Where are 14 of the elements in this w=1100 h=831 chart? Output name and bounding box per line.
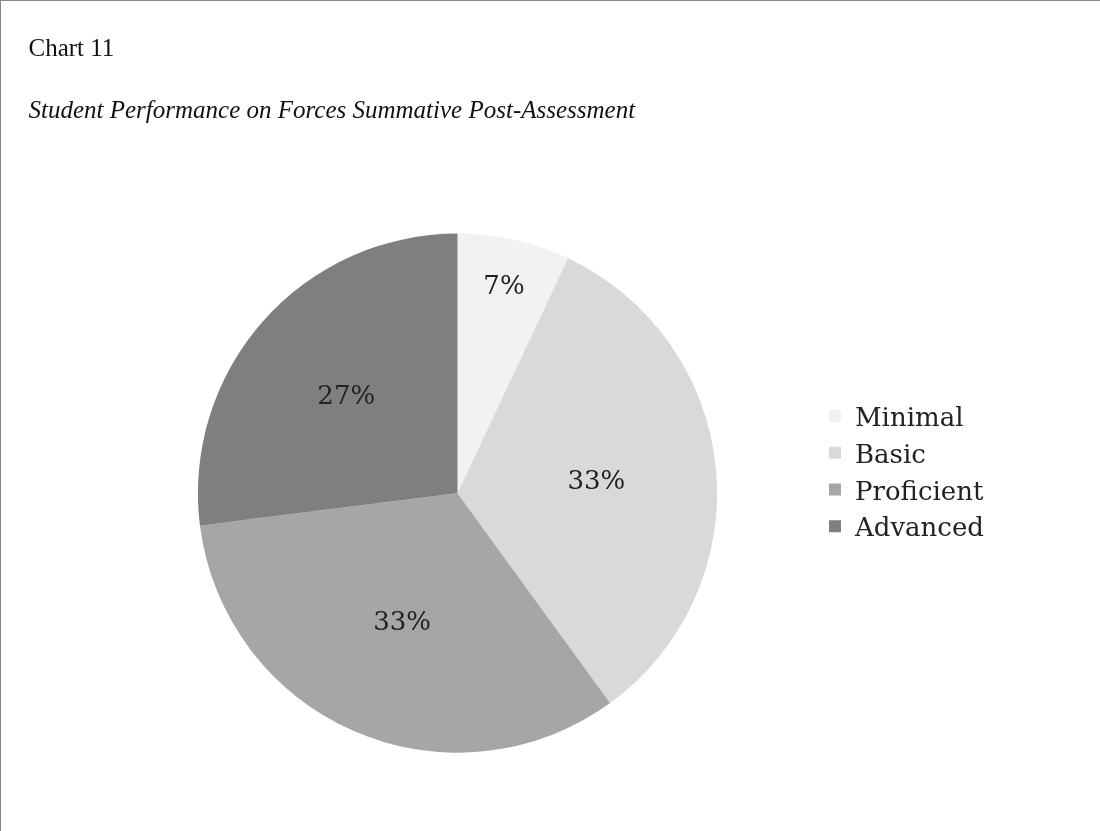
legend-label: Basic xyxy=(855,438,926,469)
data-label: 33% xyxy=(373,606,431,637)
data-label: 27% xyxy=(317,380,376,411)
data-label: 33% xyxy=(567,465,626,495)
legend-label: Advanced xyxy=(854,512,984,543)
chart-subtitle: Student Performance on Forces Summative Post-Assessment xyxy=(28,96,637,124)
legend-label: Minimal xyxy=(855,402,964,433)
chart-title: Chart 11 xyxy=(28,33,115,61)
legend-label: Proficient xyxy=(855,475,984,506)
pie-slice xyxy=(457,233,569,494)
pie-slice xyxy=(197,233,458,526)
data-label: 7% xyxy=(483,270,525,301)
pie-slice xyxy=(457,258,717,704)
pie-slice xyxy=(199,493,611,753)
